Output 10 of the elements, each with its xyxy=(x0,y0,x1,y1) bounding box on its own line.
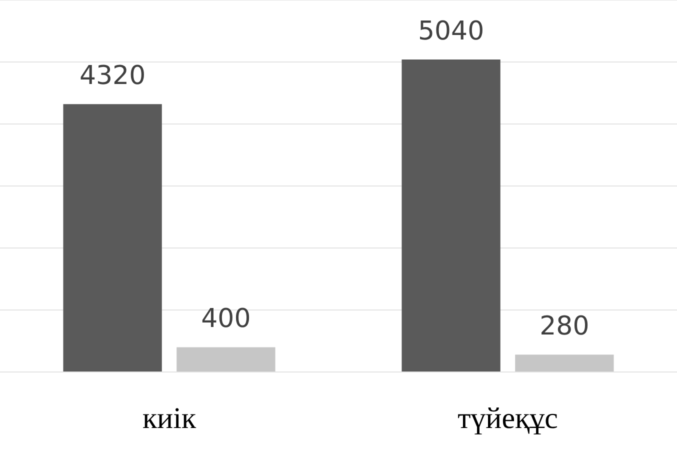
x-tick-label: түйеқұс xyxy=(458,402,558,435)
bar xyxy=(63,104,162,372)
data-label: 400 xyxy=(201,304,251,334)
bar xyxy=(402,60,500,372)
data-label: 280 xyxy=(540,311,590,342)
bar xyxy=(176,347,276,372)
bar xyxy=(515,354,614,372)
data-label: 4320 xyxy=(79,60,146,91)
data-label: 5040 xyxy=(418,16,484,46)
x-tick-label: киік xyxy=(142,402,196,435)
